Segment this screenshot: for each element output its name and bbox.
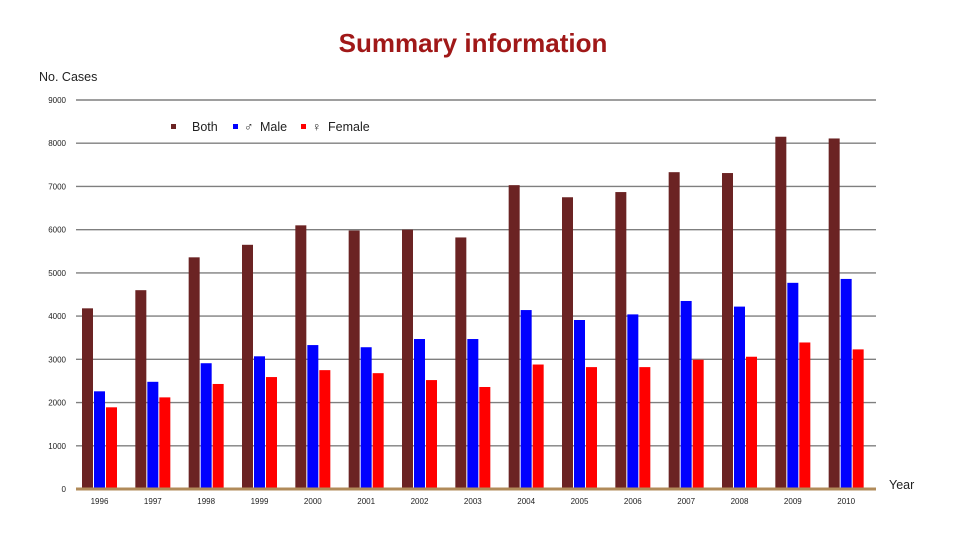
bar-female-2001 xyxy=(372,373,384,489)
bars xyxy=(82,136,864,490)
x-tick-label: 1996 xyxy=(91,497,109,506)
y-tick-label: 5000 xyxy=(48,269,66,278)
bar-male-1999 xyxy=(254,356,265,489)
bar-female-1997 xyxy=(159,397,171,489)
bar-male-2008 xyxy=(734,306,745,489)
bar-both-1999 xyxy=(242,244,253,489)
bar-female-1998 xyxy=(212,383,224,489)
bar-male-2007 xyxy=(680,300,692,489)
x-tick-label: 2008 xyxy=(731,497,749,506)
y-tick-label: 0 xyxy=(62,485,67,494)
x-tick-label: 2007 xyxy=(677,497,695,506)
bar-male-2005 xyxy=(574,320,585,489)
bar-both-2002 xyxy=(402,229,413,489)
legend-label-male: Male xyxy=(260,120,287,134)
bar-both-1997 xyxy=(135,290,147,489)
y-tick-label: 3000 xyxy=(48,355,66,364)
bar-both-1996 xyxy=(82,308,93,489)
legend-swatch-female xyxy=(301,124,306,129)
x-tick-label: 2004 xyxy=(517,497,535,506)
bar-female-1996 xyxy=(106,407,117,489)
bar-male-1996 xyxy=(94,391,105,489)
bar-female-1999 xyxy=(266,377,277,489)
bar-both-2009 xyxy=(775,136,787,489)
y-tick-label: 7000 xyxy=(48,182,66,191)
legend-glyph-female: ♀ xyxy=(312,120,321,134)
bar-male-2004 xyxy=(520,310,532,489)
bar-female-2006 xyxy=(639,367,651,489)
bar-male-2010 xyxy=(840,278,852,489)
x-tick-label: 2001 xyxy=(357,497,375,506)
bar-male-2003 xyxy=(467,339,479,489)
bar-both-2005 xyxy=(562,197,573,489)
bar-female-2005 xyxy=(586,367,597,489)
x-tick-label: 2003 xyxy=(464,497,482,506)
x-tick-label: 2006 xyxy=(624,497,642,506)
bar-male-2002 xyxy=(414,339,425,489)
x-tick-label: 2010 xyxy=(837,497,855,506)
y-axis-label: No. Cases xyxy=(39,70,98,84)
y-tick-label: 4000 xyxy=(48,312,66,321)
bar-both-2008 xyxy=(722,173,733,489)
bar-female-2003 xyxy=(479,386,491,489)
bar-both-2007 xyxy=(668,172,680,490)
legend: Both ♂ Male ♀ Female xyxy=(171,120,370,134)
x-tick-label: 1999 xyxy=(251,497,269,506)
bar-male-2001 xyxy=(360,347,372,489)
x-tick-label: 2005 xyxy=(571,497,589,506)
legend-swatch-both xyxy=(171,124,176,129)
bar-both-2001 xyxy=(348,230,360,489)
y-tick-label: 6000 xyxy=(48,226,66,235)
legend-label-female: Female xyxy=(328,120,370,134)
bar-female-2008 xyxy=(746,356,757,489)
legend-glyph-male: ♂ xyxy=(244,120,253,134)
y-tick-label: 8000 xyxy=(48,139,66,148)
bar-female-2010 xyxy=(852,349,864,489)
bar-female-2007 xyxy=(692,359,704,489)
x-tick-label: 1998 xyxy=(197,497,215,506)
bar-both-1998 xyxy=(188,257,200,489)
bar-female-2009 xyxy=(799,342,811,489)
legend-label-both: Both xyxy=(192,120,218,134)
x-tick-label: 1997 xyxy=(144,497,162,506)
bar-female-2000 xyxy=(319,370,331,489)
y-tick-label: 2000 xyxy=(48,399,66,408)
bar-both-2003 xyxy=(455,237,467,489)
bar-both-2000 xyxy=(295,225,307,489)
chart-title: Summary information xyxy=(338,28,608,58)
x-tick-label: 2009 xyxy=(784,497,802,506)
bar-male-2000 xyxy=(307,345,319,489)
x-axis-label: Year xyxy=(889,478,915,492)
bar-both-2006 xyxy=(615,192,627,489)
legend-swatch-male xyxy=(233,124,238,129)
axes: 0 1000 2000 3000 4000 5000 6000 7000 8000 9000 199… xyxy=(48,96,876,506)
bar-female-2002 xyxy=(426,380,437,489)
x-tick-label: 2000 xyxy=(304,497,322,506)
y-tick-label: 1000 xyxy=(48,442,66,451)
bar-male-2006 xyxy=(627,314,639,489)
bar-male-1998 xyxy=(200,363,212,489)
bar-male-1997 xyxy=(147,381,159,489)
bar-both-2004 xyxy=(508,185,520,490)
x-tick-label: 2002 xyxy=(411,497,429,506)
y-tick-label: 9000 xyxy=(48,96,66,105)
bar-male-2009 xyxy=(787,282,799,489)
bar-female-2004 xyxy=(532,364,544,489)
bar-both-2010 xyxy=(828,138,840,489)
